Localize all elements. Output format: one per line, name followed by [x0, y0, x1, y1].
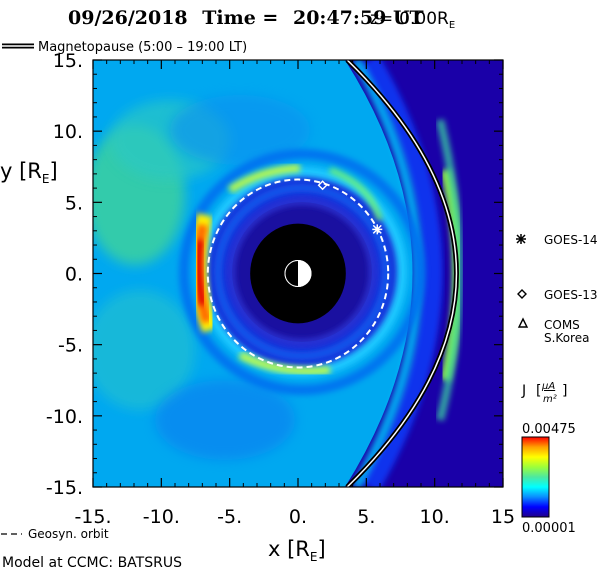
x-tick-label: -5.: [217, 506, 242, 528]
satellite-legend: GOES-14 GOES-13 COMS S.Korea: [516, 233, 598, 345]
magnetopause-line-core: [346, 60, 458, 487]
goes13-marker: [317, 180, 328, 191]
geosyn-legend-label: Geosyn. orbit: [28, 527, 109, 541]
y-tick-label: 5.: [65, 192, 83, 214]
x-tick-label: -15.: [74, 506, 111, 528]
z-level-label: z= 0.00RE: [370, 9, 455, 31]
goes14-marker: [372, 224, 383, 235]
y-tick-label: 10.: [53, 121, 83, 143]
plot-header: 09/26/2018 Time = 20:47:59 UT: [68, 7, 424, 29]
colorbar-unit-num: μA: [541, 381, 555, 392]
svg-text:[: [: [536, 383, 541, 399]
y-tick-label: 0.: [65, 264, 83, 286]
x-tick-label: 0.: [289, 506, 307, 528]
x-tick-label: 5.: [357, 506, 375, 528]
x-tick-label: -10.: [143, 506, 180, 528]
triangle-icon: [517, 317, 529, 328]
sat-label-coms-country: S.Korea: [544, 331, 589, 345]
y-tick-label: 15.: [53, 50, 83, 72]
magnetopause-legend-label: Magnetopause (5:00 – 19:00 LT): [38, 40, 247, 55]
y-tick-label: -15.: [46, 477, 83, 499]
earth-nightside: [285, 260, 298, 287]
sat-label-coms: COMS: [544, 318, 580, 332]
y-tick-label: -5.: [58, 335, 83, 357]
x-tick-label: 15: [491, 506, 515, 528]
y-axis-title: y [RE]: [0, 159, 58, 186]
colorbar-unit-den: m²: [543, 394, 557, 405]
model-credit: Model at CCMC: BATSRUS: [2, 555, 182, 571]
colorbar-max-label: 0.00475: [522, 422, 576, 437]
geosyn-orbit: [206, 178, 390, 369]
svg-text:]: ]: [562, 383, 567, 399]
colorbar-min-label: 0.00001: [522, 521, 576, 536]
colorbar: [521, 436, 550, 518]
sat-label-goes14: GOES-14: [544, 233, 598, 247]
x-axis-title: x [RE]: [268, 537, 326, 564]
colorbar-title: J: [521, 383, 526, 399]
sat-label-goes13: GOES-13: [544, 288, 598, 302]
x-tick-label: 10.: [420, 506, 450, 528]
y-tick-label: -10.: [46, 406, 83, 428]
asterisk-icon: [516, 234, 526, 244]
diamond-icon: [517, 289, 527, 299]
